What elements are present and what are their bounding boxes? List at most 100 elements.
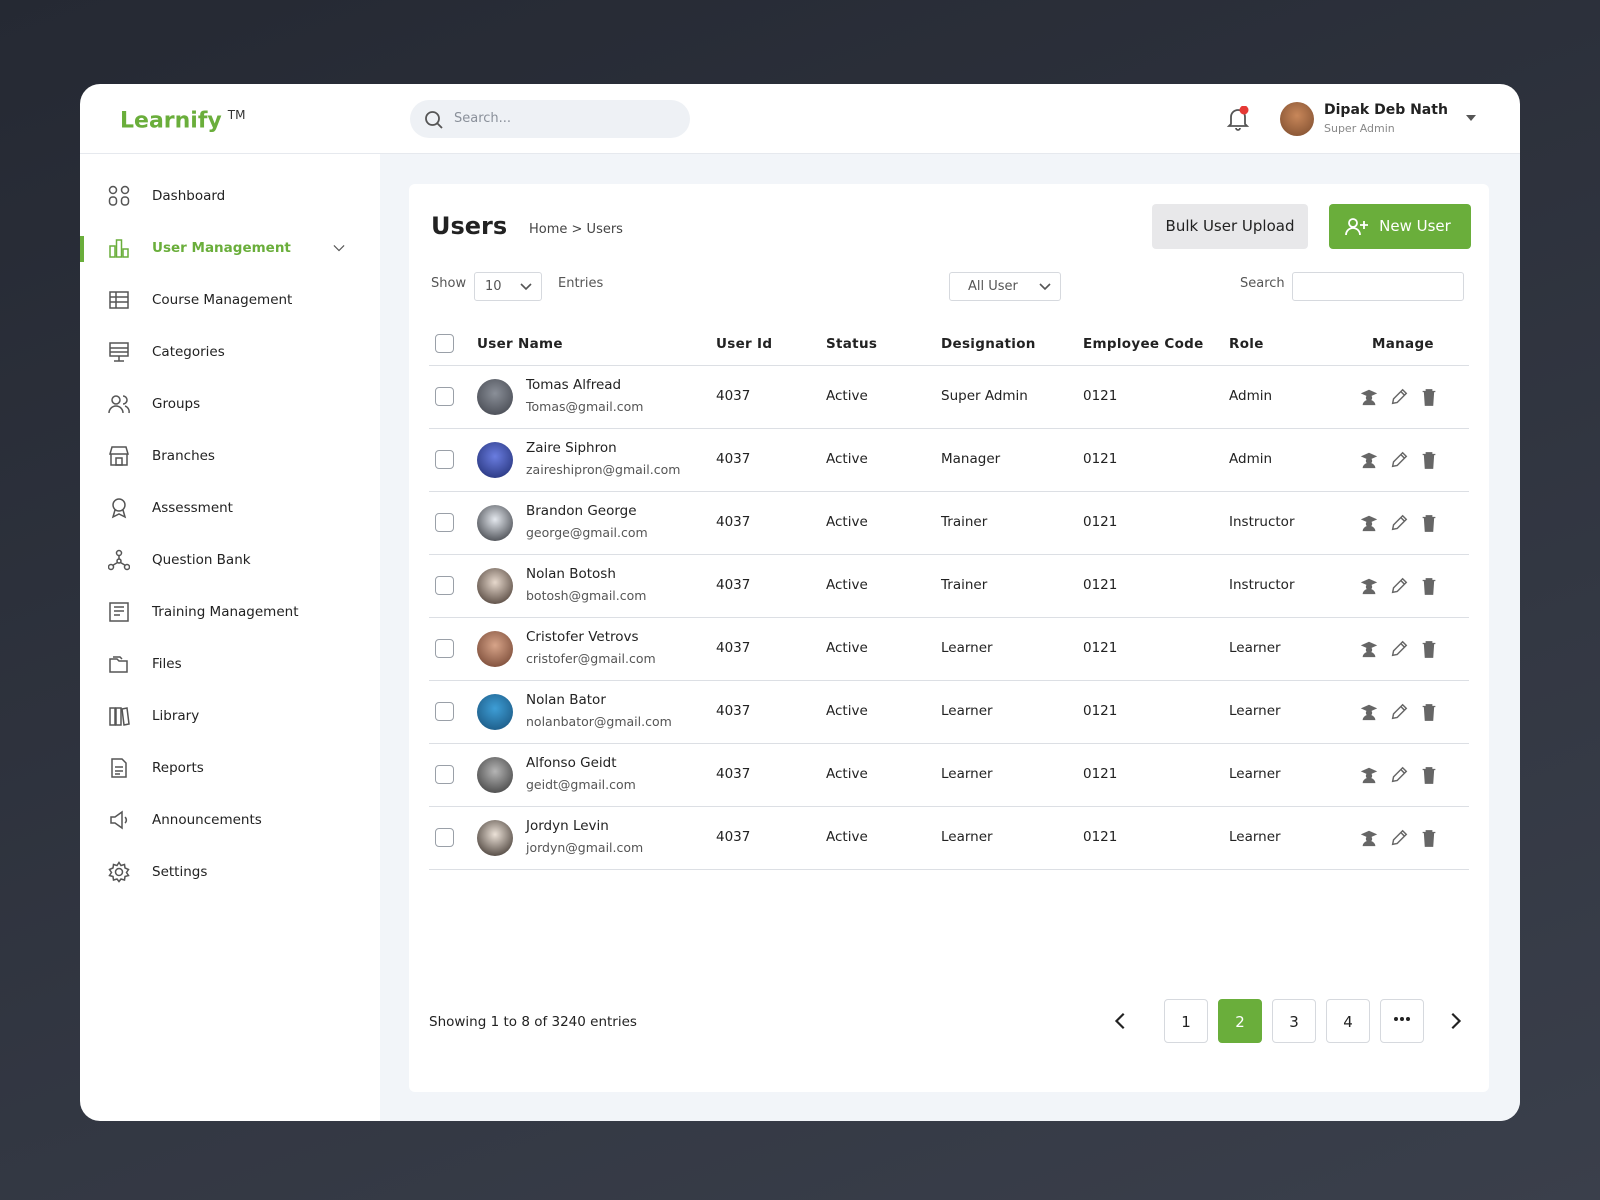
row-checkbox[interactable] <box>435 576 454 595</box>
nav-item[interactable]: Training Management <box>80 592 380 632</box>
row-checkbox[interactable] <box>435 387 454 406</box>
edit-button[interactable] <box>1389 702 1409 722</box>
next-page[interactable] <box>1445 1011 1465 1031</box>
row-checkbox[interactable] <box>435 828 454 847</box>
page-button[interactable]: 3 <box>1272 999 1316 1043</box>
bulk-upload-button[interactable]: Bulk User Upload <box>1152 204 1308 249</box>
global-search[interactable]: Search... <box>410 100 690 138</box>
nav-item[interactable]: Library <box>80 696 380 736</box>
nav-item[interactable]: Settings <box>80 852 380 892</box>
view-role-button[interactable] <box>1359 828 1379 848</box>
page-button[interactable]: 4 <box>1326 999 1370 1043</box>
view-role-button[interactable] <box>1359 702 1379 722</box>
designation: Super Admin <box>941 388 1028 404</box>
row-checkbox[interactable] <box>435 450 454 469</box>
edit-button[interactable] <box>1389 639 1409 659</box>
new-user-button[interactable]: New User <box>1329 204 1471 249</box>
user-name: Nolan Bator <box>526 692 606 708</box>
notification-bell[interactable] <box>1226 106 1250 132</box>
page-button[interactable]: 1 <box>1164 999 1208 1043</box>
table-search-input[interactable] <box>1292 272 1464 301</box>
delete-button[interactable] <box>1419 702 1439 722</box>
entries-label: Entries <box>558 276 604 291</box>
sidebar: Dashboard User Management Course Managemen… <box>80 154 380 1121</box>
table-row: Nolan Bator nolanbator@gmail.com 4037 Activ… <box>429 680 1469 743</box>
nav-item[interactable]: Branches <box>80 436 380 476</box>
edit-button[interactable] <box>1389 513 1409 533</box>
nav-item[interactable]: Course Management <box>80 280 380 320</box>
nav-icon <box>109 239 129 258</box>
delete-button[interactable] <box>1419 450 1439 470</box>
view-role-button[interactable] <box>1359 387 1379 407</box>
nav-item[interactable]: Reports <box>80 748 380 788</box>
role: Learner <box>1229 829 1281 845</box>
edit-button[interactable] <box>1389 576 1409 596</box>
nav-item[interactable]: Question Bank <box>80 540 380 580</box>
filter-value: All User <box>968 279 1018 294</box>
more-pages[interactable] <box>1380 999 1424 1043</box>
user-name: Alfonso Geidt <box>526 755 617 771</box>
delete-button[interactable] <box>1419 828 1439 848</box>
view-role-button[interactable] <box>1359 639 1379 659</box>
user-name: Jordyn Levin <box>526 818 609 834</box>
row-checkbox[interactable] <box>435 639 454 658</box>
nav-label: Branches <box>152 448 215 464</box>
breadcrumb: Home > Users <box>529 222 623 237</box>
employee-code: 0121 <box>1083 388 1118 404</box>
row-checkbox[interactable] <box>435 765 454 784</box>
nav-item[interactable]: Dashboard <box>80 176 380 216</box>
nav-item[interactable]: User Management <box>80 228 380 268</box>
column-header: Employee Code <box>1083 336 1204 352</box>
nav-item[interactable]: Assessment <box>80 488 380 528</box>
edit-button[interactable] <box>1389 765 1409 785</box>
user-menu-caret[interactable] <box>1465 114 1477 122</box>
designation: Learner <box>941 766 993 782</box>
breadcrumb-current: > Users <box>571 222 623 237</box>
view-role-button[interactable] <box>1359 450 1379 470</box>
nav-icon <box>109 446 129 466</box>
view-role-button[interactable] <box>1359 576 1379 596</box>
nav-item[interactable]: Files <box>80 644 380 684</box>
search-label: Search <box>1240 276 1285 291</box>
designation: Learner <box>941 640 993 656</box>
row-checkbox[interactable] <box>435 513 454 532</box>
nav-icon <box>111 758 127 778</box>
brand-mark: TM <box>227 108 246 122</box>
user-filter[interactable]: All User <box>949 272 1061 301</box>
delete-button[interactable] <box>1419 765 1439 785</box>
nav-item[interactable]: Groups <box>80 384 380 424</box>
select-all-checkbox[interactable] <box>435 334 454 353</box>
nav-icon <box>109 602 129 622</box>
page-button[interactable]: 2 <box>1218 999 1262 1043</box>
row-checkbox[interactable] <box>435 702 454 721</box>
breadcrumb-home[interactable]: Home <box>529 222 568 237</box>
user-name: Zaire Siphron <box>526 440 617 456</box>
column-header: Manage <box>1372 336 1434 352</box>
delete-button[interactable] <box>1419 639 1439 659</box>
delete-button[interactable] <box>1419 576 1439 596</box>
role: Instructor <box>1229 514 1295 530</box>
edit-button[interactable] <box>1389 387 1409 407</box>
delete-button[interactable] <box>1419 387 1439 407</box>
employee-code: 0121 <box>1083 577 1118 593</box>
status: Active <box>826 451 868 467</box>
nav-icon <box>109 342 129 362</box>
nav-item[interactable]: Categories <box>80 332 380 372</box>
edit-button[interactable] <box>1389 828 1409 848</box>
user-name: Cristofer Vetrovs <box>526 629 639 645</box>
edit-button[interactable] <box>1389 450 1409 470</box>
user-name: Brandon George <box>526 503 637 519</box>
entries-select[interactable]: 10 <box>474 272 542 301</box>
nav-icon <box>108 185 130 206</box>
user-avatar[interactable] <box>1280 102 1314 136</box>
prev-page[interactable] <box>1111 1011 1131 1031</box>
nav-item[interactable]: Announcements <box>80 800 380 840</box>
nav-icon <box>110 810 128 830</box>
view-role-button[interactable] <box>1359 765 1379 785</box>
nav-label: Dashboard <box>152 188 226 204</box>
delete-button[interactable] <box>1419 513 1439 533</box>
column-header: Status <box>826 336 878 352</box>
view-role-button[interactable] <box>1359 513 1379 533</box>
top-bar: Learnify TM Search... Dipak Deb Nath Supe… <box>80 84 1520 154</box>
main-area: Users Home > Users Bulk User Upload New … <box>380 154 1520 1121</box>
